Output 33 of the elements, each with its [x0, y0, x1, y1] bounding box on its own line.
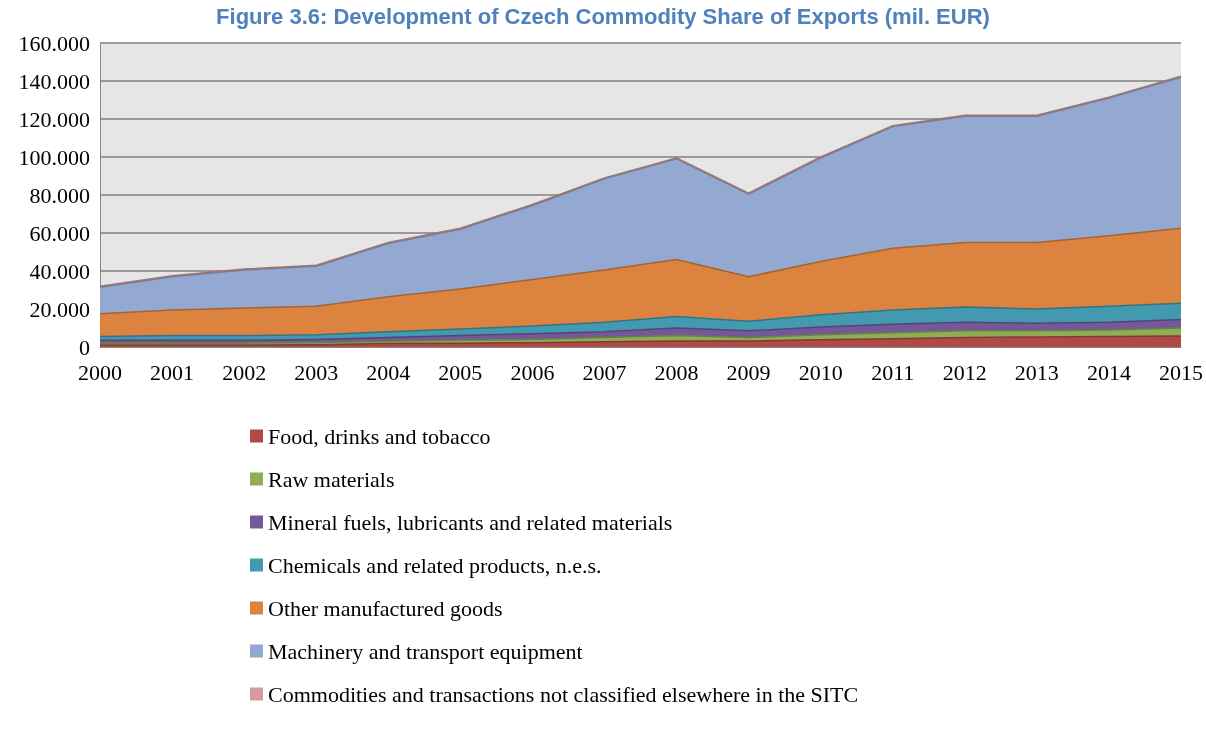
x-tick-label: 2005: [438, 359, 483, 385]
x-tick-label: 2013: [1014, 359, 1059, 385]
x-tick-label: 2010: [798, 359, 843, 385]
legend-label: Raw materials: [268, 466, 395, 492]
y-tick-label: 40.000: [29, 258, 90, 284]
legend-label: Commodities and transactions not classified elsewhere in the SITC: [268, 681, 859, 707]
legend-label: Machinery and transport equipment: [268, 638, 583, 664]
x-tick-label: 2002: [222, 359, 267, 385]
x-tick-label: 2001: [150, 359, 195, 385]
legend-label: Chemicals and related products, n.e.s.: [268, 552, 602, 578]
legend-label: Other manufactured goods: [268, 595, 503, 621]
x-tick-label: 2009: [726, 359, 771, 385]
x-tick-label: 2014: [1086, 359, 1131, 385]
y-tick-label: 120.000: [18, 106, 90, 132]
chart-title: Figure 3.6: Development of Czech Commodity Share of Exports (mil. EUR): [216, 3, 990, 29]
y-tick-label: 100.000: [18, 144, 90, 170]
legend-label: Food, drinks and tobacco: [268, 423, 491, 449]
y-tick-label: 140.000: [18, 68, 90, 94]
x-tick-label: 2008: [654, 359, 699, 385]
y-tick-label: 20.000: [29, 296, 90, 322]
x-tick-label: 2003: [294, 359, 339, 385]
x-tick-label: 2015: [1159, 359, 1203, 385]
legend-label: Mineral fuels, lubricants and related materials: [268, 509, 673, 535]
x-tick-label: 2006: [510, 359, 555, 385]
y-tick-label: 160.000: [18, 30, 90, 56]
x-tick-label: 2012: [942, 359, 987, 385]
y-tick-label: 60.000: [29, 220, 90, 246]
x-tick-label: 2000: [78, 359, 122, 385]
x-tick-label: 2004: [366, 359, 411, 385]
y-tick-label: 0: [79, 334, 90, 360]
x-tick-label: 2007: [582, 359, 627, 385]
y-tick-label: 80.000: [29, 182, 90, 208]
x-tick-label: 2011: [871, 359, 915, 385]
